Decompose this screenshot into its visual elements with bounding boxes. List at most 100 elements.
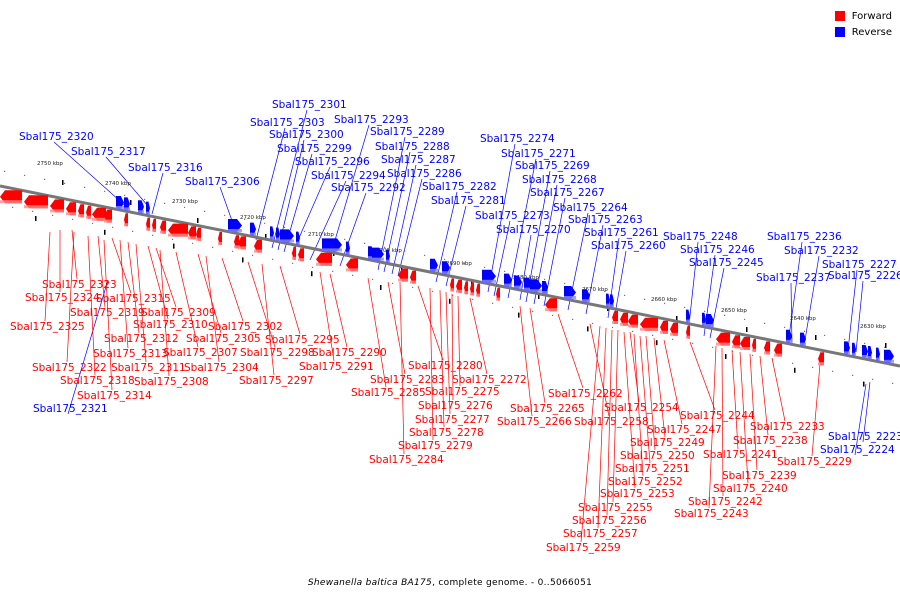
gene-label[interactable]: Sbal175_2257: [563, 528, 638, 540]
forward-gene[interactable]: [470, 282, 474, 296]
gene-label[interactable]: Sbal175_2317: [71, 146, 146, 158]
forward-gene[interactable]: [716, 332, 730, 346]
reverse-gene[interactable]: [116, 196, 124, 209]
gene-label[interactable]: Sbal175_2291: [299, 361, 374, 373]
forward-gene[interactable]: [66, 202, 76, 216]
gene-label[interactable]: Sbal175_2239: [722, 470, 797, 482]
reverse-gene[interactable]: [582, 289, 590, 303]
gene-label[interactable]: Sbal175_2305: [186, 333, 261, 345]
forward-gene[interactable]: [752, 338, 756, 352]
forward-gene[interactable]: [456, 279, 462, 293]
reverse-gene[interactable]: [862, 345, 868, 358]
gene-label[interactable]: Sbal175_2316: [128, 162, 203, 174]
reverse-gene[interactable]: [504, 273, 512, 287]
gene-label[interactable]: Sbal175_2262: [548, 388, 623, 400]
reverse-gene[interactable]: [564, 286, 576, 299]
reverse-gene[interactable]: [280, 229, 294, 243]
forward-gene[interactable]: [160, 220, 166, 234]
reverse-gene[interactable]: [868, 346, 872, 359]
forward-gene[interactable]: [124, 213, 128, 227]
gene-label[interactable]: Sbal175_2263: [568, 214, 643, 226]
forward-gene[interactable]: [476, 283, 480, 297]
reverse-gene[interactable]: [844, 341, 850, 355]
gene-label[interactable]: Sbal175_2303: [250, 117, 325, 129]
gene-label[interactable]: Sbal175_2310: [133, 319, 208, 331]
gene-label[interactable]: Sbal175_2300: [269, 129, 344, 141]
gene-label[interactable]: Sbal175_2253: [600, 488, 675, 500]
gene-label[interactable]: Sbal175_2274: [480, 133, 555, 145]
reverse-gene[interactable]: [542, 281, 548, 294]
gene-label[interactable]: Sbal175_2301: [272, 99, 347, 111]
gene-label[interactable]: Sbal175_2267: [530, 187, 605, 199]
gene-label[interactable]: Sbal175_2233: [750, 421, 825, 433]
gene-label[interactable]: Sbal175_2242: [688, 496, 763, 508]
reverse-gene[interactable]: [442, 261, 450, 275]
gene-label[interactable]: Sbal175_2297: [239, 375, 314, 387]
forward-gene[interactable]: [660, 320, 668, 334]
gene-label[interactable]: Sbal175_2264: [553, 202, 628, 214]
gene-label[interactable]: Sbal175_2243: [674, 508, 749, 520]
reverse-gene[interactable]: [606, 293, 610, 307]
forward-gene[interactable]: [0, 190, 22, 204]
gene-label[interactable]: Sbal175_2318: [60, 375, 135, 387]
forward-gene[interactable]: [218, 232, 222, 245]
gene-label[interactable]: Sbal175_2224: [820, 444, 895, 456]
gene-label[interactable]: Sbal175_2320: [19, 131, 94, 143]
gene-label[interactable]: Sbal175_2324: [25, 292, 100, 304]
gene-label[interactable]: Sbal175_2285: [351, 387, 426, 399]
forward-gene[interactable]: [50, 199, 64, 213]
forward-gene[interactable]: [92, 207, 106, 221]
forward-gene[interactable]: [168, 223, 188, 237]
forward-gene[interactable]: [234, 235, 239, 249]
gene-label[interactable]: Sbal175_2296: [295, 156, 370, 168]
gene-label[interactable]: Sbal175_2282: [422, 181, 497, 193]
forward-gene[interactable]: [104, 209, 112, 223]
gene-label[interactable]: Sbal175_2276: [418, 400, 493, 412]
gene-label[interactable]: Sbal175_2251: [615, 463, 690, 475]
gene-label[interactable]: Sbal175_2288: [375, 141, 450, 153]
gene-label[interactable]: Sbal175_2268: [522, 174, 597, 186]
gene-label[interactable]: Sbal175_2265: [510, 403, 585, 415]
gene-label[interactable]: Sbal175_2286: [387, 168, 462, 180]
forward-gene[interactable]: [628, 314, 638, 328]
gene-label[interactable]: Sbal175_2306: [185, 176, 260, 188]
gene-label[interactable]: Sbal175_2272: [452, 374, 527, 386]
gene-label[interactable]: Sbal175_2255: [578, 502, 653, 514]
gene-label[interactable]: Sbal175_2309: [141, 307, 216, 319]
forward-gene[interactable]: [545, 298, 557, 312]
forward-gene[interactable]: [410, 270, 416, 284]
gene-label[interactable]: Sbal175_2292: [331, 182, 406, 194]
reverse-gene[interactable]: [852, 342, 856, 356]
forward-gene[interactable]: [86, 205, 91, 219]
gene-label[interactable]: Sbal175_2279: [398, 440, 473, 452]
gene-label[interactable]: Sbal175_2307: [163, 347, 238, 359]
gene-label[interactable]: Sbal175_2293: [334, 114, 409, 126]
gene-label[interactable]: Sbal175_2313: [93, 348, 168, 360]
reverse-gene[interactable]: [786, 329, 792, 343]
gene-label[interactable]: Sbal175_2319: [70, 307, 145, 319]
gene-label[interactable]: Sbal175_2244: [680, 410, 755, 422]
gene-label[interactable]: Sbal175_2252: [608, 476, 683, 488]
reverse-gene[interactable]: [610, 294, 614, 308]
gene-label[interactable]: Sbal175_2277: [415, 414, 490, 426]
gene-label[interactable]: Sbal175_2238: [733, 435, 808, 447]
forward-gene[interactable]: [450, 278, 454, 292]
gene-label[interactable]: Sbal175_2248: [663, 231, 738, 243]
forward-gene[interactable]: [146, 217, 150, 231]
reverse-gene[interactable]: [270, 226, 274, 240]
gene-label[interactable]: Sbal175_2258: [574, 416, 649, 428]
gene-label[interactable]: Sbal175_2321: [33, 403, 108, 415]
forward-gene[interactable]: [346, 258, 358, 272]
forward-gene[interactable]: [774, 343, 782, 357]
reverse-gene[interactable]: [876, 347, 880, 361]
reverse-gene[interactable]: [124, 197, 130, 211]
forward-gene[interactable]: [640, 317, 658, 331]
reverse-gene[interactable]: [228, 219, 242, 232]
gene-label[interactable]: Sbal175_2275: [425, 386, 500, 398]
gene-label[interactable]: Sbal175_2260: [591, 240, 666, 252]
gene-label[interactable]: Sbal175_2284: [369, 454, 444, 466]
forward-gene[interactable]: [764, 341, 770, 355]
gene-label[interactable]: Sbal175_2241: [703, 449, 778, 461]
gene-label[interactable]: Sbal175_2237: [756, 272, 831, 284]
forward-gene[interactable]: [818, 352, 824, 366]
